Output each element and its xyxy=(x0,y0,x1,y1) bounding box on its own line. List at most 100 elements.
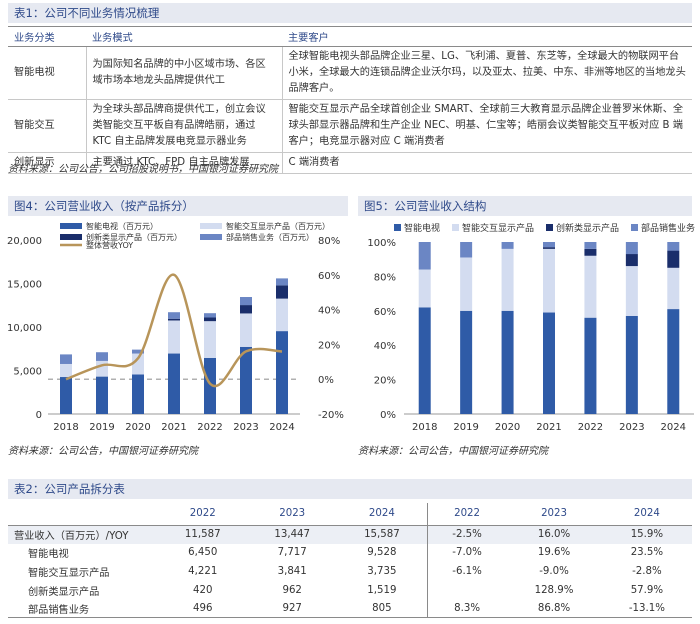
bar-segment xyxy=(501,310,514,414)
legend-swatch xyxy=(631,224,638,231)
legend-swatch xyxy=(546,224,553,231)
table2-title: 表2：公司产品拆分表 xyxy=(8,479,692,499)
mode-cell: 为国际知名品牌的中小区域市场、各区域市场本地龙头品牌提供代工 xyxy=(85,46,283,100)
bar-segment xyxy=(460,242,473,258)
legend-label: 智能交互显示产品 xyxy=(462,222,534,234)
table-cell: -2.5% xyxy=(426,524,507,544)
bar-segment xyxy=(667,267,680,310)
legend-swatch xyxy=(200,234,222,240)
table2-header: 2024 xyxy=(601,503,692,526)
row-label: 部品销售业务 xyxy=(8,599,158,619)
legend-label: 智能电视 xyxy=(404,222,440,234)
bar-segment xyxy=(418,307,431,414)
table1-title: 表1：公司不同业务情况梳理 xyxy=(8,3,692,23)
x-tick-label: 2021 xyxy=(161,422,186,433)
bar-segment xyxy=(543,242,555,248)
bar-segment xyxy=(168,312,180,319)
product-breakdown-table: 2022 2023 2024 2022 2023 2024 营业收入（百万元）/… xyxy=(8,503,692,619)
y2-tick-label: -20% xyxy=(318,410,344,421)
legend-label: 部品销售业务（百万元） xyxy=(226,232,314,242)
table-row: 智能交互 为全球头部品牌商提供代工，创立会议类智能交互平板自有品牌皓丽，通过 K… xyxy=(8,99,692,153)
x-tick-label: 2024 xyxy=(661,422,686,433)
table-cell: 4,221 xyxy=(188,565,218,577)
table-cell: 927 xyxy=(247,599,337,619)
legend-label: 创新类显示产品 xyxy=(556,222,619,234)
y2-tick-label: 40% xyxy=(318,306,340,317)
table-cell: 15,587 xyxy=(336,524,428,544)
x-tick-label: 2024 xyxy=(269,422,294,433)
row-label: 智能交互显示产品 xyxy=(28,567,110,579)
mode-cell: 为全球头部品牌商提供代工，创立会议类智能交互平板自有品牌皓丽，通过 KTC 自主… xyxy=(85,99,283,153)
y-tick-label: 10,000 xyxy=(7,323,42,334)
table-cell: 86.8% xyxy=(506,599,602,619)
bar-segment xyxy=(240,313,252,347)
x-tick-label: 2022 xyxy=(578,422,603,433)
bar-segment xyxy=(60,377,72,414)
bar-segment xyxy=(625,242,638,255)
y-tick-label: 100% xyxy=(367,238,396,249)
table-cell: 8.3% xyxy=(426,599,507,619)
table-cell: 3,841 xyxy=(277,565,307,577)
y-tick-label: 20,000 xyxy=(7,236,42,247)
y2-tick-label: 60% xyxy=(318,271,340,282)
table2-header: 2023 xyxy=(247,503,337,526)
row-label: 创新类显示产品 xyxy=(28,586,100,598)
bar-segment xyxy=(168,318,180,321)
bar-segment xyxy=(204,357,216,414)
table-row: 智能电视 6,450 7,717 9,528 -7.0% 19.6% 23.5% xyxy=(8,543,692,563)
bar-segment xyxy=(543,248,555,313)
table-cell: -9.0% xyxy=(539,565,569,577)
table-cell: 805 xyxy=(336,599,428,619)
x-tick-label: 2020 xyxy=(495,422,520,433)
table-cell: 6,450 xyxy=(188,547,218,559)
y-tick-label: 60% xyxy=(374,307,396,318)
table2-header: 2024 xyxy=(336,503,428,526)
table2-header: 2022 xyxy=(426,503,507,526)
clients-cell: 智能交互显示产品全球首创企业 SMART、全球前三大教育显示品牌企业普罗米休斯、… xyxy=(282,99,692,153)
bar-segment xyxy=(276,278,288,286)
bar-segment xyxy=(625,254,638,267)
table-cell: 16.0% xyxy=(506,524,602,544)
bar-segment xyxy=(625,266,638,316)
legend-swatch xyxy=(394,224,401,231)
clients-cell: 全球智能电视头部品牌企业三星、LG、飞利浦、夏普、东芝等，全球最大的物联网平台小… xyxy=(282,46,692,100)
header-clients: 主要客户 xyxy=(282,26,692,47)
bar-segment xyxy=(60,354,72,364)
table-cell: 1,519 xyxy=(367,584,397,596)
revenue-structure-chart: 0% 20% 40% 60% 80% 100% 2018 2019 2020 2021 2022 20… xyxy=(367,222,695,433)
x-tick-label: 2018 xyxy=(412,422,437,433)
x-tick-label: 2022 xyxy=(197,422,222,433)
y-tick-label: 15,000 xyxy=(7,280,42,291)
bar-segment xyxy=(460,310,473,414)
header-mode: 业务模式 xyxy=(86,26,282,47)
table-cell: -2.8% xyxy=(632,565,662,577)
bar-segment xyxy=(584,242,597,249)
clients-cell: C 端消费者 xyxy=(282,152,692,174)
table-cell: 3,735 xyxy=(367,565,397,577)
business-table: 业务分类 业务模式 主要客户 智能电视 为国际知名品牌的中小区域市场、各区域市场… xyxy=(8,26,692,174)
table-cell: 23.5% xyxy=(630,547,664,559)
bar-segment xyxy=(240,346,252,414)
bar-segment xyxy=(625,315,638,414)
table-row: 创新显示 主要通过 KTC、FPD 自主品牌发展 C 端消费者 xyxy=(8,152,692,174)
bar-segment xyxy=(60,363,72,378)
table-cell: 57.9% xyxy=(630,584,664,596)
bar-segment xyxy=(501,242,514,249)
row-label: 智能电视 xyxy=(28,549,69,561)
y-tick-label: 0% xyxy=(380,410,396,421)
row-label: 营业收入（百万元）/YOY xyxy=(8,524,158,544)
x-tick-label: 2023 xyxy=(619,422,644,433)
x-tick-label: 2020 xyxy=(125,422,150,433)
table-cell: 9,528 xyxy=(367,547,397,559)
bar-segment xyxy=(204,313,216,318)
table-cell: 7,717 xyxy=(277,547,307,559)
table-cell: 496 xyxy=(158,599,248,619)
bar-segment xyxy=(276,285,288,299)
table-row: 营业收入（百万元）/YOY 11,587 13,447 15,587 -2.5%… xyxy=(8,524,692,544)
x-tick-label: 2019 xyxy=(453,422,478,433)
table-cell: -13.1% xyxy=(601,599,692,619)
bar-segment xyxy=(132,374,144,414)
bar-segment xyxy=(276,331,288,414)
y-tick-label: 5,000 xyxy=(13,367,42,378)
table-cell: 962 xyxy=(282,584,302,596)
